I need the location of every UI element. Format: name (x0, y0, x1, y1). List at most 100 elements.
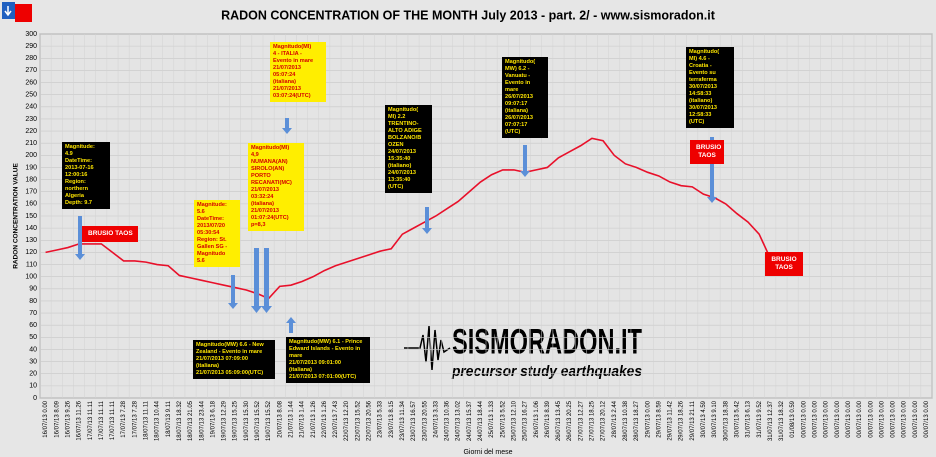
annotation-line: OZEN (388, 142, 404, 148)
y-axis-label: RADON CONCENTRATION VALUE (13, 163, 20, 269)
x-tick-label: 29/07/13 11.42 (668, 400, 674, 440)
x-tick-label: 26/07/13 8.39 (545, 400, 551, 437)
y-tick-label: 0 (33, 395, 37, 402)
y-tick-label: 110 (26, 261, 37, 268)
annotation-line: Magnitudo(Ml) (251, 145, 290, 151)
x-tick-label: 19/07/13 15.30 (244, 400, 250, 441)
annotation-line: (italiana) (196, 363, 220, 369)
x-tick-label: 16/07/13 0.00 (43, 400, 49, 437)
logo-subtitle: precursor study earthquakes (451, 363, 642, 380)
y-tick-label: 70 (29, 310, 37, 317)
logo-text: SISMORADON.IT (452, 322, 642, 361)
annotation-line: (UTC) (689, 119, 705, 125)
x-tick-label: 31/07/13 6.13 (746, 400, 752, 437)
x-tick-label: 26/07/13 13.45 (556, 400, 562, 441)
x-tick-label: 17/07/13 11.11 (88, 400, 94, 440)
x-tick-label: 16/07/13 11.26 (77, 400, 83, 440)
x-tick-label: 28/07/13 2.44 (612, 400, 618, 437)
x-tick-label: 16/07/13 8.09 (54, 400, 60, 437)
x-tick-label: 22/07/13 15.52 (355, 400, 361, 441)
x-tick-label: 00/07/13 0.00 (891, 400, 897, 437)
arrow (282, 118, 292, 134)
y-tick-label: 120 (25, 249, 37, 256)
annotation-line: 03:32:24 (251, 194, 274, 200)
y-tick-label: 190 (25, 164, 37, 171)
x-tick-label: 00/07/13 0.00 (868, 400, 874, 437)
arrow (228, 275, 238, 309)
annotation-line: Magnitudo (197, 251, 226, 257)
x-tick-label: 23/07/13 8.15 (389, 400, 395, 437)
annotation-line: (italiano) (689, 98, 713, 104)
x-tick-label: 22/07/13 7.43 (333, 400, 339, 437)
x-tick-label: 22/07/13 20.56 (367, 400, 373, 441)
data-line (45, 137, 782, 300)
annotation-line: 21/07/2013 (251, 208, 279, 214)
annotation-line: 30/07/2013 (689, 105, 717, 111)
annotation-line: PORTO (251, 173, 271, 179)
x-tick-label: 30/07/13 5.42 (734, 400, 740, 437)
annotation-line: northern (65, 186, 88, 192)
x-tick-label: 16/07/13 9.26 (65, 400, 71, 437)
y-tick-label: 50 (29, 334, 37, 341)
x-tick-label: 24/07/13 3.33 (433, 400, 439, 437)
annotation-line: MW) 6.2 - (505, 66, 530, 72)
annotation-line: 4 - ITALIA - (273, 51, 302, 57)
x-tick-label: 29/07/13 8.59 (656, 400, 662, 437)
x-tick-label: 19/07/13 12.29 (222, 400, 228, 441)
y-tick-label: 250 (25, 92, 37, 99)
x-tick-label: 19/07/13 6.18 (210, 400, 216, 437)
x-tick-label: 19/07/13 15.52 (255, 400, 261, 441)
arrow (422, 207, 432, 234)
y-tick-label: 170 (25, 189, 37, 196)
annotation: Magnitude: 5.6 DateTime: 2013/07/20 05:30:54… (194, 200, 240, 267)
x-tick-label: 24/07/13 15.37 (467, 400, 473, 441)
x-tick-label: 17/07/13 7.28 (121, 400, 127, 437)
annotation-line: 13:35:40 (388, 177, 411, 183)
y-tick-label: 140 (25, 225, 37, 232)
annotation: Magnitude: 4.9 DateTime: 2013-07-16 12:00:16… (62, 142, 110, 209)
x-tick-label: 27/07/13 18.25 (590, 400, 596, 441)
x-tick-label: 00/07/13 0.00 (846, 400, 852, 437)
annotation-line: 03:07:24(UTC) (273, 93, 311, 99)
annotation-line: Magnitudo( (388, 107, 419, 113)
annotation: BRUSIO TAOS (765, 252, 803, 276)
x-tick-label: 17/07/13 11.11 (99, 400, 105, 440)
annotation-line: Evento in (505, 80, 531, 86)
annotation-line: Magnitude: (65, 144, 95, 150)
annotation-line: ALTO ADIGE (388, 128, 422, 134)
y-tick-label: 90 (29, 286, 37, 293)
y-tick-label: 270 (25, 67, 37, 74)
x-tick-label: 23/07/13 20.55 (422, 400, 428, 441)
annotation-line: Croatia - (689, 63, 712, 69)
annotation-line: 14:58:33 (689, 91, 712, 97)
annotation-line: 15:35:40 (388, 156, 411, 162)
annotation: BRUSIO TAOS (690, 140, 724, 164)
icon (15, 4, 32, 22)
annotation-line: Region: (65, 179, 86, 185)
annotation-line: 2013-07-16 (65, 165, 94, 171)
y-tick-label: 60 (29, 322, 37, 329)
arrow (75, 216, 85, 260)
x-tick-label: 30/07/13 9.10 (712, 400, 718, 437)
y-tick-label: 160 (25, 201, 37, 208)
annotation-line: Ml) 2.2 (388, 114, 406, 120)
x-tick-label: 31/07/13 12.37 (768, 400, 774, 441)
x-tick-label: 00/07/13 0.00 (824, 400, 830, 437)
annotation-line: NUMANA(AN) (251, 159, 288, 165)
annotation-line: (UTC) (388, 184, 404, 190)
x-tick-label: 00/07/13 0.00 (835, 400, 841, 437)
x-tick-label: 29/07/13 21.11 (690, 400, 696, 440)
x-tick-label: 00/07/13 0.00 (857, 400, 863, 437)
annotation-line: mare (505, 87, 519, 93)
logo-wave (404, 325, 451, 371)
annotation-line: (italiana) (505, 108, 529, 114)
annotation-line: (italiano) (388, 163, 412, 169)
annotation-line: 30/07/2013 (689, 84, 717, 90)
y-tick-label: 130 (25, 237, 37, 244)
x-tick-label: 19/07/13 15.25 (233, 400, 239, 441)
x-tick-label: 18/07/13 11.11 (144, 400, 150, 440)
annotation-line: BRUSIO (771, 256, 797, 263)
y-tick-label: 40 (29, 346, 37, 353)
annotation-line: SIROLO(AN) (251, 166, 285, 172)
